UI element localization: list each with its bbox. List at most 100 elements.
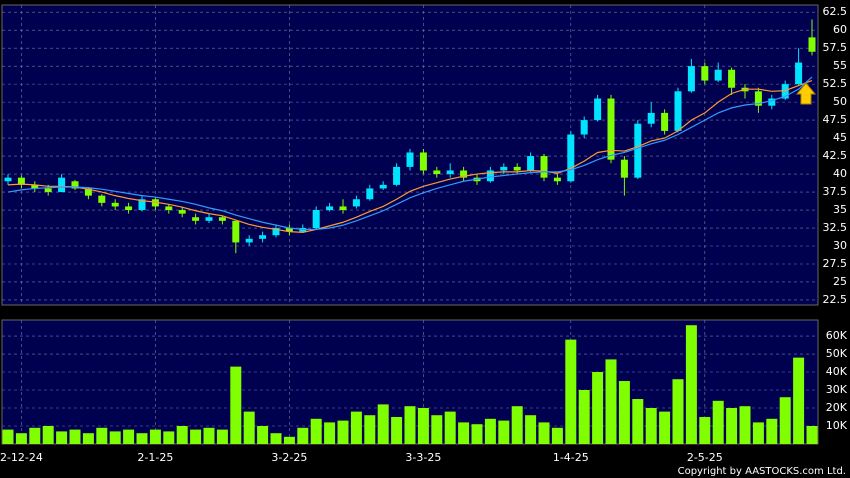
volume-bar [42,426,54,444]
candle-body [580,120,588,135]
volume-bar [484,418,496,444]
volume-bar [538,422,550,444]
y-tick-label: 40 [833,167,847,180]
volume-bar [270,433,282,444]
candle-body [312,210,320,229]
candle-body [125,206,133,211]
y-tick-label: 62.5 [823,5,848,18]
candle-body [205,217,213,221]
candle-body [84,188,92,196]
candle-body [192,217,200,221]
candle-body [419,152,427,171]
volume-bar [297,427,309,444]
volume-bar [645,408,657,444]
y-tick-label: 30K [826,383,848,396]
volume-bar [109,431,121,444]
volume-bar [806,426,818,444]
volume-bar [82,433,94,444]
volume-bar [726,408,738,444]
candle-body [781,84,789,99]
volume-bar [592,372,604,444]
candle-body [754,91,762,106]
volume-bar [243,411,255,444]
y-tick-label: 57.5 [823,41,848,54]
candle-body [446,170,454,175]
candle-body [433,170,441,175]
candle-body [808,37,816,52]
y-tick-label: 30 [833,239,847,252]
candle-body [553,177,561,182]
candle-body [620,159,628,178]
volume-bar [310,418,322,444]
volume-bar [337,420,349,444]
candle-body [285,228,293,232]
volume-bar [752,422,764,444]
candle-body [393,166,401,185]
candle-body [714,69,722,81]
volume-bar [685,325,697,444]
volume-bar [123,429,135,444]
y-tick-label: 55 [833,59,847,72]
candle-body [406,152,414,167]
volume-bar [511,406,523,444]
candle-body [151,199,159,207]
volume-bar [605,359,617,444]
candle-body [272,228,280,236]
volume-bar [324,422,336,444]
volume-bar [793,357,805,444]
y-tick-label: 40K [826,365,848,378]
volume-bar [525,415,537,444]
candle-body [71,181,79,189]
volume-bar [417,408,429,444]
candle-body [31,184,39,189]
arrow-icon [795,82,817,105]
y-tick-label: 32.5 [823,221,848,234]
copyright: Copyright by AASTOCKS.com Ltd. [678,466,846,477]
volume-bar [699,417,711,444]
volume-bar [190,429,202,444]
candle-body [138,199,146,211]
y-tick-label: 50 [833,95,847,108]
volume-bar [283,436,295,444]
x-tick-label: 2-5-25 [687,451,723,464]
candle-body [513,166,521,171]
y-tick-label: 22.5 [823,293,848,306]
volume-bar [712,400,724,444]
y-tick-label: 42.5 [823,149,848,162]
candle-body [634,123,642,178]
y-tick-label: 60 [833,23,847,36]
candle-body [366,188,374,200]
volume-bar [350,411,362,444]
volume-bar [404,406,416,444]
y-tick-label: 47.5 [823,113,848,126]
grid [2,5,818,444]
candle-body [245,238,253,243]
volume-bar [471,424,483,444]
candle-body [218,217,226,221]
candle-body [486,170,494,182]
volume-bar [444,411,456,444]
volume-bar [149,429,161,444]
y-tick-label: 25 [833,275,847,288]
x-tick-label: 3-2-25 [271,451,307,464]
volume-bar [618,381,630,444]
y-tick-label: 27.5 [823,257,848,270]
candle-body [111,202,119,207]
volume-bar [766,418,778,444]
y-tick-label: 45 [833,131,847,144]
candle-body [500,166,508,171]
candle-body [460,170,468,178]
candle-body [527,156,535,171]
volume-bar [498,420,510,444]
x-tick-label: 3-3-25 [405,451,441,464]
candle-body [687,66,695,92]
y-tick-label: 52.5 [823,77,848,90]
candle-body [232,220,240,243]
y-tick-label: 50K [826,347,848,360]
volume-bar [391,417,403,444]
candle-body [339,206,347,211]
candle-body [44,188,52,193]
x-tick-label: 2-1-25 [137,451,173,464]
volume-bar [779,397,791,444]
